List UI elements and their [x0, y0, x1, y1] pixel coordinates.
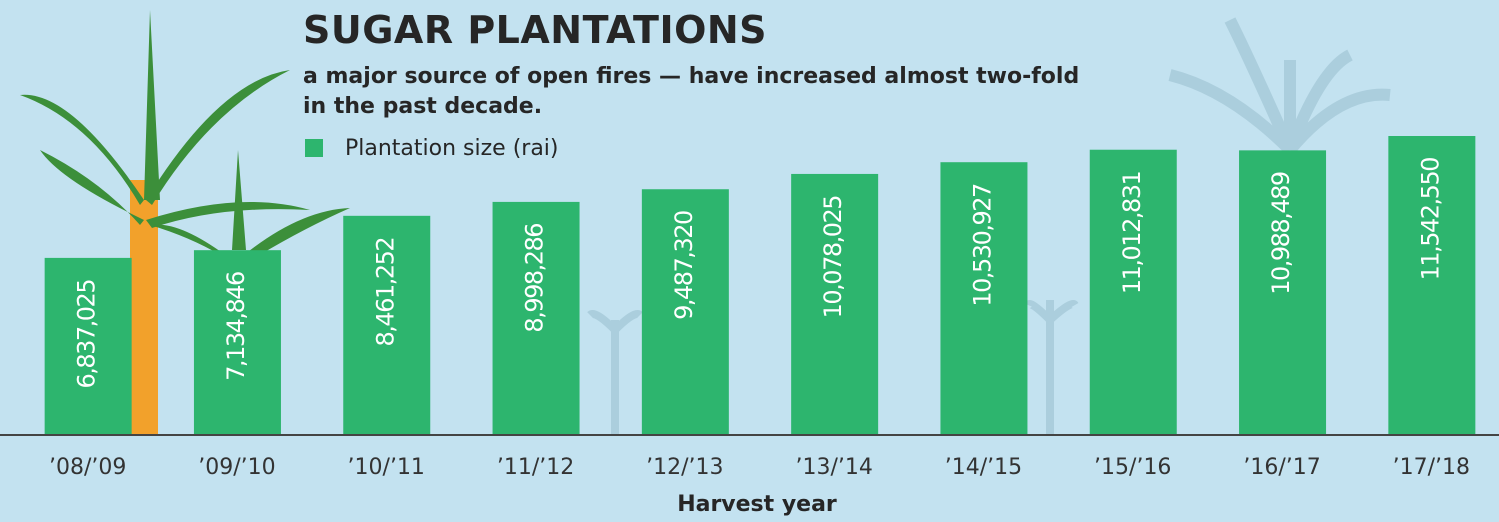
plant-silhouette: [1168, 17, 1391, 155]
sugarcane: [20, 10, 350, 435]
x-tick-label: ’17/’18: [1393, 455, 1470, 480]
x-tick-label: ’10/’11: [348, 455, 425, 480]
value-label: 10,078,025: [819, 196, 847, 319]
x-axis-title: Harvest year: [677, 492, 837, 517]
chart-title: SUGAR PLANTATIONS: [303, 8, 768, 52]
legend-label: Plantation size (rai): [345, 136, 559, 161]
plant-silhouette: [587, 310, 643, 435]
legend-swatch: [305, 139, 323, 157]
x-tick-label: ’11/’12: [497, 455, 574, 480]
bar: [1089, 149, 1177, 435]
bar: [1388, 136, 1476, 435]
x-tick-label: ’16/’17: [1243, 455, 1320, 480]
value-label: 10,988,489: [1267, 172, 1295, 295]
chart-subtitle: a major source of open fires — have incr…: [303, 64, 1080, 119]
x-tick-label: ’14/’15: [945, 455, 1022, 480]
cane-leaves: [20, 10, 310, 228]
value-label: 8,461,252: [371, 238, 399, 347]
bar: [193, 250, 281, 435]
value-label: 7,134,846: [222, 272, 250, 381]
value-label: 11,542,550: [1416, 158, 1444, 281]
bar: [343, 215, 431, 435]
x-tick-label: ’08/’09: [49, 455, 126, 480]
value-label: 10,530,927: [968, 184, 996, 307]
x-tick-label: ’15/’16: [1094, 455, 1171, 480]
x-tick-label: ’09/’10: [198, 455, 275, 480]
value-label: 8,998,286: [521, 224, 549, 333]
bar: [641, 189, 729, 435]
bar: [791, 173, 879, 435]
bar: [940, 162, 1028, 435]
x-tick-label: ’13/’14: [795, 455, 872, 480]
value-label: 11,012,831: [1118, 171, 1146, 294]
decoration: [587, 17, 1391, 435]
bar: [492, 201, 580, 435]
value-label: 6,837,025: [73, 280, 101, 389]
x-tick-label: ’12/’13: [646, 455, 723, 480]
value-label: 9,487,320: [670, 211, 698, 320]
plant-silhouette: [1024, 300, 1079, 435]
bar: [44, 257, 132, 435]
bar: [1239, 150, 1327, 435]
